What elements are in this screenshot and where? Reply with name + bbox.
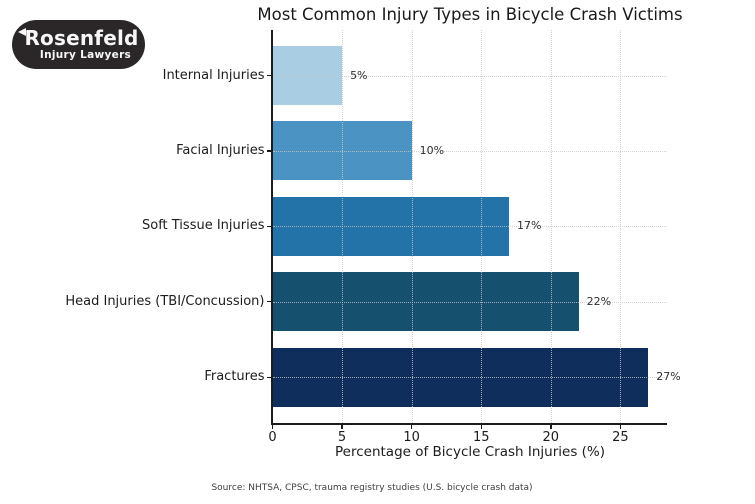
x-tick-mark bbox=[619, 424, 622, 429]
x-axis-line bbox=[271, 423, 667, 425]
x-tick-label: 20 bbox=[542, 430, 560, 445]
y-tick-mark bbox=[267, 376, 271, 378]
logo-tagline-text: Injury Lawyers bbox=[39, 49, 132, 61]
bar-value-label: 17% bbox=[517, 219, 542, 233]
bar-value-label: 27% bbox=[656, 370, 681, 384]
y-tick-label: Soft Tissue Injuries bbox=[141, 218, 265, 234]
y-tick-mark bbox=[267, 301, 271, 303]
gridline-horizontal bbox=[272, 75, 667, 77]
x-tick-label: 15 bbox=[472, 430, 490, 445]
gridline-horizontal bbox=[272, 377, 667, 379]
x-tick-label: 10 bbox=[403, 430, 420, 445]
source-note: Source: NHTSA, CPSC, trauma registry stu… bbox=[211, 483, 533, 493]
logo-brand-text: Rosenfeld bbox=[24, 26, 139, 50]
x-tick-mark bbox=[271, 424, 274, 429]
y-tick-label: Internal Injuries bbox=[162, 67, 265, 83]
x-tick-label: 0 bbox=[268, 430, 277, 445]
x-tick-mark bbox=[411, 424, 413, 429]
x-tick-mark bbox=[341, 424, 343, 429]
bar-value-label: 22% bbox=[586, 294, 612, 308]
x-tick-label: 25 bbox=[612, 430, 629, 445]
logo: Rosenfeld Injury Lawyers bbox=[12, 20, 145, 69]
bar-value-label: 10% bbox=[419, 143, 445, 157]
y-tick-mark bbox=[267, 150, 271, 152]
y-tick-mark bbox=[267, 225, 271, 228]
gridline-horizontal bbox=[272, 150, 667, 152]
logo-brand-row: Rosenfeld bbox=[18, 28, 138, 48]
bar-value-label: 5% bbox=[350, 68, 368, 82]
gridline-horizontal bbox=[272, 226, 667, 228]
x-tick-mark bbox=[480, 424, 482, 429]
y-tick-label: Fractures bbox=[204, 369, 265, 385]
x-tick-mark bbox=[550, 424, 552, 429]
y-tick-label: Head Injuries (TBI/Concussion) bbox=[65, 293, 265, 309]
gridline-horizontal bbox=[272, 301, 667, 303]
logo-arrow-icon bbox=[18, 28, 27, 36]
chart-title: Most Common Injury Types in Bicycle Cras… bbox=[257, 5, 683, 24]
y-tick-label: Facial Injuries bbox=[176, 142, 265, 158]
x-axis-label: Percentage of Bicycle Crash Injuries (%) bbox=[335, 444, 605, 460]
x-tick-label: 5 bbox=[337, 430, 347, 445]
y-axis-line bbox=[271, 30, 273, 425]
y-tick-mark bbox=[267, 75, 271, 77]
